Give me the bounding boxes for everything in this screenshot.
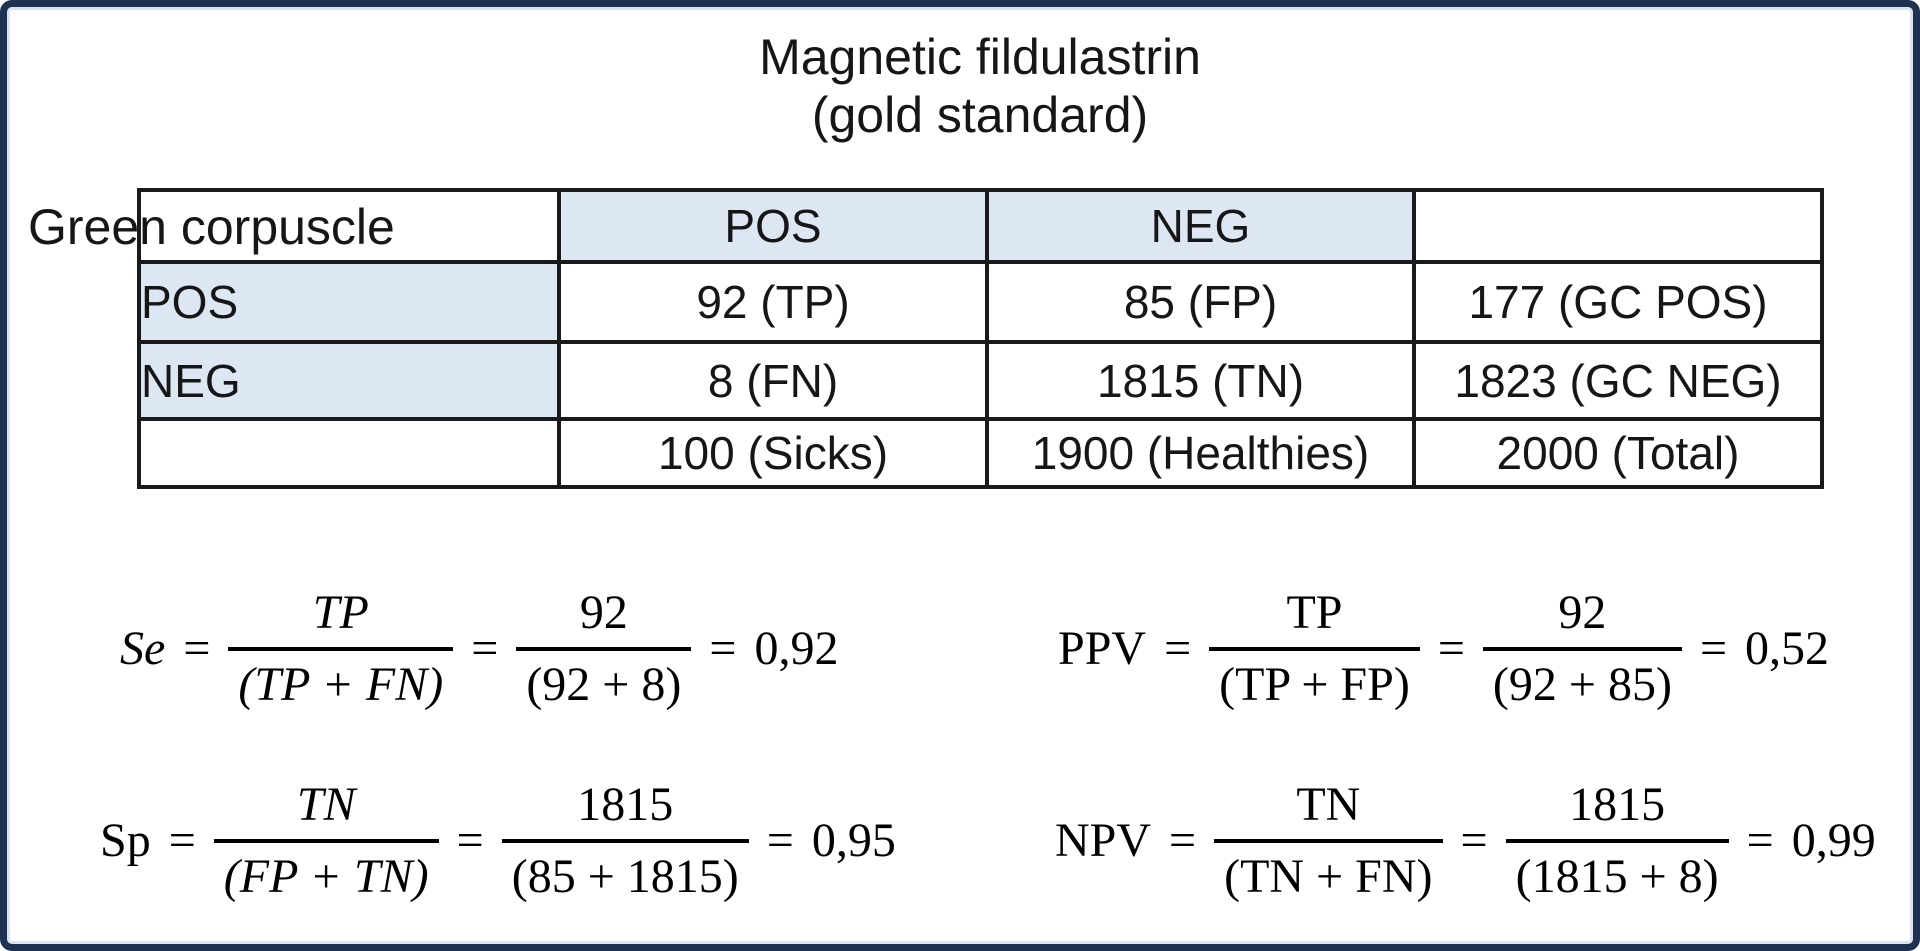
- formula-ppv: PPV = TP (TP + FP) = 92 (92 + 85) = 0,52: [1058, 586, 1829, 712]
- formula-sensitivity: Se = TP (TP + FN) = 92 (92 + 8) = 0,92: [120, 586, 838, 712]
- cell-false-negative: 8 (FN): [557, 340, 989, 421]
- empty-cell: [137, 417, 561, 489]
- equals-sign: =: [766, 814, 794, 868]
- equals-sign: =: [456, 814, 484, 868]
- fraction-numerator: TP: [1209, 586, 1420, 651]
- fraction-denominator: (92 + 8): [526, 657, 682, 711]
- fraction-denominator: (FP + TN): [223, 849, 429, 903]
- fraction-denominator: (TP + FP): [1219, 657, 1410, 711]
- equals-sign: =: [1169, 814, 1197, 868]
- equals-sign: =: [709, 622, 737, 676]
- cell-sicks-total: 100 (Sicks): [557, 417, 989, 489]
- symbolic-fraction: TP (TP + FP): [1209, 586, 1420, 712]
- numeric-fraction: 92 (92 + 8): [516, 586, 692, 712]
- symbolic-fraction: TN (TN + FN): [1214, 778, 1443, 904]
- fraction-numerator: 92: [1482, 586, 1682, 651]
- formula-specificity: Sp = TN (FP + TN) = 1815 (85 + 1815) = 0…: [100, 778, 896, 904]
- fraction-numerator: TN: [1214, 778, 1443, 843]
- symbolic-fraction: TP (TP + FN): [228, 586, 454, 712]
- cell-healthies-total: 1900 (Healthies): [985, 417, 1416, 489]
- table-header-row: POS NEG: [137, 188, 1824, 264]
- title-line-2: (gold standard): [811, 87, 1149, 143]
- fraction-numerator: 1815: [1505, 778, 1729, 843]
- header-cell-neg: NEG: [985, 188, 1416, 264]
- row-label-pos: POS: [137, 260, 561, 344]
- formula-name: NPV: [1055, 814, 1152, 868]
- table-totals-row: 100 (Sicks) 1900 (Healthies) 2000 (Total…: [137, 417, 1824, 489]
- fraction-denominator: (85 + 1815): [511, 849, 739, 903]
- table-row-pos: POS 92 (TP) 85 (FP) 177 (GC POS): [137, 260, 1824, 344]
- equals-sign: =: [183, 622, 211, 676]
- formula-result: 0,52: [1745, 622, 1830, 676]
- gold-standard-title: Magnetic fildulastrin (gold standard): [40, 28, 1920, 144]
- cell-true-positive: 92 (TP): [557, 260, 989, 344]
- equals-sign: =: [1746, 814, 1774, 868]
- equals-sign: =: [1164, 622, 1192, 676]
- fraction-numerator: 1815: [501, 778, 749, 843]
- fraction-numerator: TN: [213, 778, 439, 843]
- equals-sign: =: [1699, 622, 1728, 676]
- formula-name: PPV: [1058, 622, 1147, 676]
- equals-sign: =: [1437, 622, 1465, 676]
- cell-true-negative: 1815 (TN): [985, 340, 1416, 421]
- numeric-fraction: 1815 (1815 + 8): [1505, 778, 1729, 904]
- fraction-denominator: (TN + FN): [1224, 849, 1433, 903]
- title-line-1: Magnetic fildulastrin: [759, 29, 1201, 85]
- cell-gc-neg-total: 1823 (GC NEG): [1412, 340, 1824, 421]
- fraction-denominator: (92 + 85): [1492, 657, 1672, 711]
- empty-cell: [1412, 188, 1824, 264]
- table-row-neg: NEG 8 (FN) 1815 (TN) 1823 (GC NEG): [137, 340, 1824, 421]
- fraction-denominator: (1815 + 8): [1515, 849, 1719, 903]
- cell-false-positive: 85 (FP): [985, 260, 1416, 344]
- formula-result: 0,99: [1791, 814, 1876, 868]
- formula-name: Se: [120, 622, 166, 676]
- numeric-fraction: 92 (92 + 85): [1482, 586, 1682, 712]
- confusion-matrix-table: POS NEG POS 92 (TP) 85 (FP) 177 (GC POS)…: [137, 188, 1824, 489]
- formula-npv: NPV = TN (TN + FN) = 1815 (1815 + 8) = 0…: [1055, 778, 1876, 904]
- fraction-numerator: 92: [516, 586, 692, 651]
- formula-name: Sp: [100, 814, 151, 868]
- fraction-denominator: (TP + FN): [238, 657, 444, 711]
- row-label-neg: NEG: [137, 340, 561, 421]
- numeric-fraction: 1815 (85 + 1815): [501, 778, 749, 904]
- formula-result: 0,92: [754, 622, 839, 676]
- symbolic-fraction: TN (FP + TN): [213, 778, 439, 904]
- empty-cell: [137, 188, 561, 264]
- equals-sign: =: [471, 622, 499, 676]
- header-cell-pos: POS: [557, 188, 989, 264]
- cell-gc-pos-total: 177 (GC POS): [1412, 260, 1824, 344]
- equals-sign: =: [1460, 814, 1488, 868]
- formula-result: 0,95: [811, 814, 896, 868]
- equals-sign: =: [168, 814, 196, 868]
- fraction-numerator: TP: [228, 586, 454, 651]
- cell-grand-total: 2000 (Total): [1412, 417, 1824, 489]
